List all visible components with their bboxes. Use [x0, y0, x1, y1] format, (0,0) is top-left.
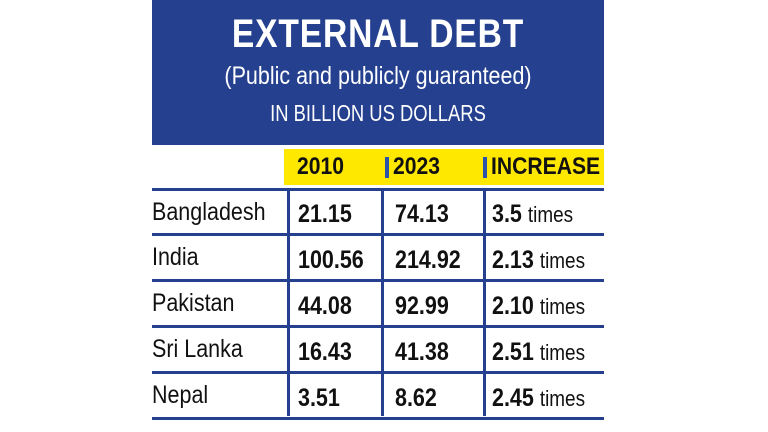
cell-increase-sri-lanka: 2.51 times: [492, 332, 585, 372]
column-divider: [287, 190, 290, 416]
row-country-pakistan: Pakistan: [152, 289, 235, 317]
external-debt-table: EXTERNAL DEBT (Public and publicly guara…: [152, 0, 604, 432]
row-rule: [152, 325, 604, 328]
row-country-bangladesh: Bangladesh: [152, 198, 266, 226]
increase-value: 2.51: [492, 338, 534, 366]
cell-2010-bangladesh: 21.15: [298, 200, 352, 228]
cell-increase-india: 2.13 times: [492, 240, 585, 280]
row-country-sri-lanka: Sri Lanka: [152, 335, 243, 363]
cell-2023-bangladesh: 74.13: [395, 200, 449, 228]
row-country-nepal: Nepal: [152, 381, 209, 409]
increase-value: 3.5: [492, 200, 522, 228]
cell-2023-pakistan: 92.99: [395, 292, 449, 320]
header-rule: [152, 188, 604, 191]
increase-value: 2.13: [492, 246, 534, 274]
row-country-india: India: [152, 243, 199, 271]
cell-2010-pakistan: 44.08: [298, 292, 352, 320]
row-rule: [152, 279, 604, 282]
column-header-increase: INCREASE: [491, 153, 601, 180]
cell-2010-nepal: 3.51: [298, 384, 340, 412]
table-title: EXTERNAL DEBT: [231, 12, 525, 56]
cell-2010-sri-lanka: 16.43: [298, 338, 352, 366]
column-header-band: [284, 149, 604, 185]
cell-increase-nepal: 2.45 times: [492, 378, 585, 418]
cell-2023-india: 214.92: [395, 246, 461, 274]
bottom-rule: [152, 417, 604, 420]
table-subtitle: (Public and publicly guaranteed): [224, 62, 532, 90]
increase-unit: times: [539, 294, 586, 319]
increase-unit: times: [527, 202, 574, 227]
cell-2023-nepal: 8.62: [395, 384, 437, 412]
cell-increase-pakistan: 2.10 times: [492, 286, 585, 326]
row-rule: [152, 233, 604, 236]
cell-2023-sri-lanka: 41.38: [395, 338, 449, 366]
column-divider: [483, 190, 486, 416]
increase-unit: times: [539, 248, 586, 273]
increase-value: 2.10: [492, 292, 534, 320]
cell-increase-bangladesh: 3.5 times: [492, 194, 573, 234]
column-separator-mark: [483, 157, 487, 178]
column-header-2023: 2023: [393, 153, 440, 180]
cell-2010-india: 100.56: [298, 246, 364, 274]
column-header-2010: 2010: [297, 153, 344, 180]
table-header: EXTERNAL DEBT (Public and publicly guara…: [152, 0, 604, 145]
increase-unit: times: [539, 386, 586, 411]
column-separator-mark: [385, 157, 389, 178]
row-rule: [152, 371, 604, 374]
increase-unit: times: [539, 340, 586, 365]
table-units: IN BILLION US DOLLARS: [270, 100, 486, 126]
column-divider: [381, 190, 384, 416]
increase-value: 2.45: [492, 384, 534, 412]
